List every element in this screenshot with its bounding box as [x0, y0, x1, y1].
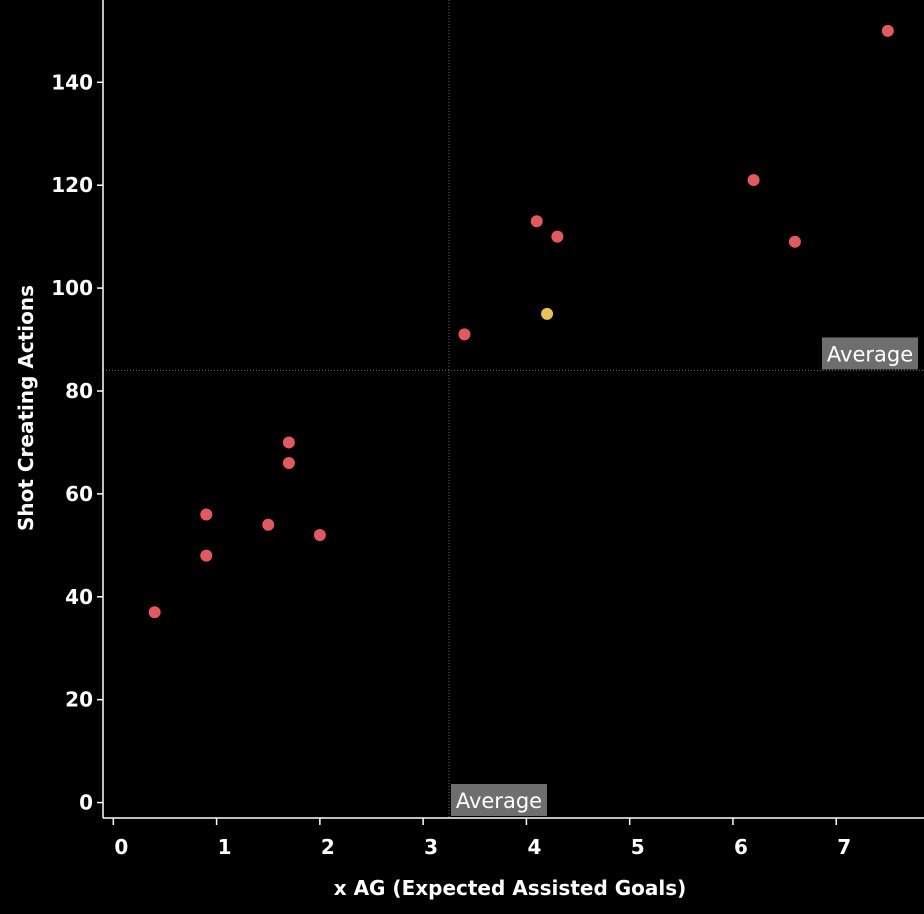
x-tick-label: 2 — [321, 835, 335, 859]
data-point[interactable] — [788, 235, 801, 248]
y-tick-label: 20 — [65, 688, 93, 712]
data-point[interactable] — [551, 230, 564, 243]
y-tick-label: 80 — [65, 379, 93, 403]
x-tick-label: 4 — [527, 835, 541, 859]
y-tick-label: 0 — [79, 791, 93, 815]
data-point[interactable] — [747, 174, 760, 187]
x-tick-label: 7 — [837, 835, 851, 859]
x-average-label: Average — [456, 789, 542, 813]
y-average-label-box — [822, 337, 918, 370]
x-tick-label: 0 — [114, 835, 128, 859]
x-axis-title: x AG (Expected Assisted Goals) — [334, 876, 687, 900]
y-tick-label: 60 — [65, 482, 93, 506]
data-point[interactable] — [262, 518, 275, 531]
x-tick-label: 5 — [631, 835, 645, 859]
x-tick-label: 1 — [218, 835, 232, 859]
axes: 0 20 40 60 80 100 120 140 0 1 2 3 4 5 6 7 — [51, 0, 924, 859]
x-tick-label: 3 — [424, 835, 438, 859]
reference-labels: Average Average — [450, 337, 918, 816]
y-tick-label: 100 — [51, 276, 93, 300]
data-point[interactable] — [458, 328, 471, 341]
data-point[interactable] — [881, 24, 894, 37]
data-points — [148, 24, 894, 619]
data-point[interactable] — [282, 436, 295, 449]
y-tick-label: 140 — [51, 70, 93, 94]
y-average-label: Average — [827, 342, 913, 366]
data-point[interactable] — [530, 215, 543, 228]
y-tick-label: 40 — [65, 585, 93, 609]
y-tick-label: 120 — [51, 173, 93, 197]
x-tick-label: 6 — [734, 835, 748, 859]
data-point[interactable] — [282, 457, 295, 470]
data-point[interactable] — [200, 508, 213, 521]
data-point[interactable] — [200, 549, 213, 562]
highlighted-data-point[interactable] — [541, 307, 554, 320]
x-average-label-box — [450, 784, 547, 816]
data-point[interactable] — [313, 529, 326, 542]
y-axis-title: Shot Creating Actions — [14, 285, 38, 531]
data-point[interactable] — [148, 606, 161, 619]
reference-lines — [103, 0, 924, 818]
